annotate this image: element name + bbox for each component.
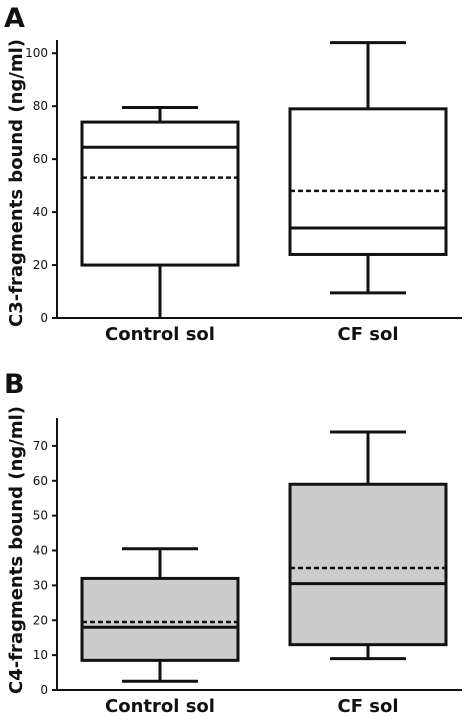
box-rect: [288, 482, 448, 647]
y-tick-label-b: 50: [33, 509, 48, 523]
y-tick-label-b: 40: [33, 544, 48, 558]
y-tick-label-b: 10: [33, 648, 48, 662]
panel-label-b: B: [4, 369, 25, 400]
y-tick-label-a: 60: [33, 152, 48, 166]
y-tick-label-a: 100: [25, 46, 48, 60]
box-a-2: [288, 41, 448, 295]
y-tick-label-b: 60: [33, 474, 48, 488]
y-axis-label-b: C4-fragments bound (ng/ml): [6, 406, 27, 694]
box-b-2: [288, 430, 448, 661]
y-axis-label-a: C3-fragments bound (ng/ml): [6, 39, 27, 327]
box-rect: [80, 576, 240, 662]
box-b-1: [80, 547, 240, 683]
y-tick-label-b: 20: [33, 613, 48, 627]
y-tick-label-b: 70: [33, 439, 48, 453]
category-label-b: CF sol: [337, 696, 398, 717]
y-tick-label-b: 30: [33, 578, 48, 592]
category-label-a: CF sol: [337, 324, 398, 345]
box-rect: [80, 120, 240, 267]
box-a-1: [80, 106, 240, 318]
y-tick-label-a: 0: [40, 311, 48, 325]
category-label-a: Control sol: [105, 324, 215, 345]
panel-a: A C3-fragments bound (ng/ml) 0 20 40 60 80 10…: [4, 3, 462, 345]
panel-label-a: A: [4, 3, 25, 34]
category-label-b: Control sol: [105, 696, 215, 717]
y-tick-label-b: 0: [40, 683, 48, 697]
y-tick-label-a: 40: [33, 205, 48, 219]
box-rect: [288, 107, 448, 256]
y-tick-label-a: 20: [33, 258, 48, 272]
panel-b: B C4-fragments bound (ng/ml) 0 10 20 30 40 50…: [4, 369, 462, 717]
y-tick-label-a: 80: [33, 99, 48, 113]
